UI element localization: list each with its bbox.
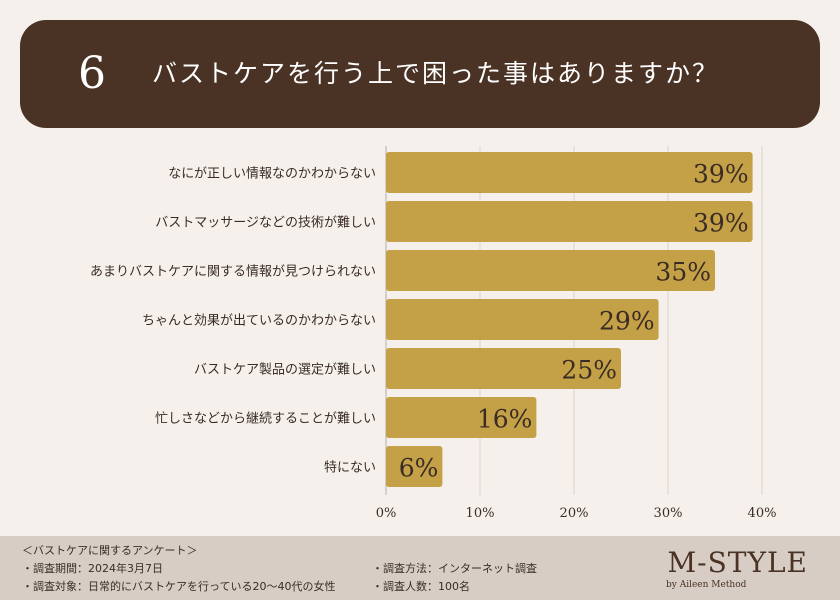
- question-number: 6: [78, 48, 106, 99]
- value-label: 25%: [561, 356, 617, 385]
- category-label: バストケア製品の選定が難しい: [194, 363, 376, 378]
- bar: [386, 250, 715, 291]
- value-label: 39%: [693, 160, 749, 189]
- x-tick-label: 0%: [376, 506, 397, 521]
- survey-method: ・調査方法：インターネット調査: [372, 562, 537, 575]
- survey-target: ・調査対象：日常的にバストケアを行っている20〜40代の女性: [22, 580, 336, 593]
- bar: [386, 299, 659, 340]
- x-tick-label: 30%: [654, 506, 683, 521]
- bar: [386, 446, 443, 487]
- bar: [386, 348, 621, 389]
- survey-footer: ＜バストケアに関するアンケート＞ ・調査期間：2024年3月7日 ・調査対象：日…: [0, 536, 840, 600]
- value-label: 39%: [693, 209, 749, 238]
- brand-logo: M-STYLE: [667, 546, 808, 579]
- category-label: 忙しさなどから継続することが難しい: [155, 412, 376, 427]
- value-label: 6%: [399, 454, 439, 483]
- brand-tagline: by Aileen Method: [666, 580, 747, 590]
- value-label: 29%: [599, 307, 655, 336]
- category-label: 特にない: [324, 461, 376, 476]
- category-label: バストマッサージなどの技術が難しい: [155, 216, 376, 231]
- bar-chart: なにが正しい情報なのかわからない 39% バストマッサージなどの技術が難しい 39% あ…: [90, 146, 777, 521]
- category-label: ちゃんと効果が出ているのかわからない: [142, 314, 376, 329]
- survey-count: ・調査人数：100名: [372, 580, 470, 593]
- category-label: あまりバストケアに関する情報が見つけられない: [90, 265, 376, 280]
- category-label: なにが正しい情報なのかわからない: [168, 167, 376, 182]
- value-label: 16%: [477, 405, 533, 434]
- bar: [386, 397, 537, 438]
- survey-title: ＜バストケアに関するアンケート＞: [22, 544, 198, 557]
- bar: [386, 201, 753, 242]
- x-tick-label: 10%: [466, 506, 495, 521]
- bar: [386, 152, 753, 193]
- value-label: 35%: [655, 258, 711, 287]
- x-tick-label: 40%: [748, 506, 777, 521]
- survey-period: ・調査期間：2024年3月7日: [22, 562, 163, 575]
- question-title: バストケアを行う上で困った事はありますか？: [152, 59, 720, 88]
- question-header: 6 バストケアを行う上で困った事はありますか？: [20, 20, 820, 128]
- x-tick-label: 20%: [560, 506, 589, 521]
